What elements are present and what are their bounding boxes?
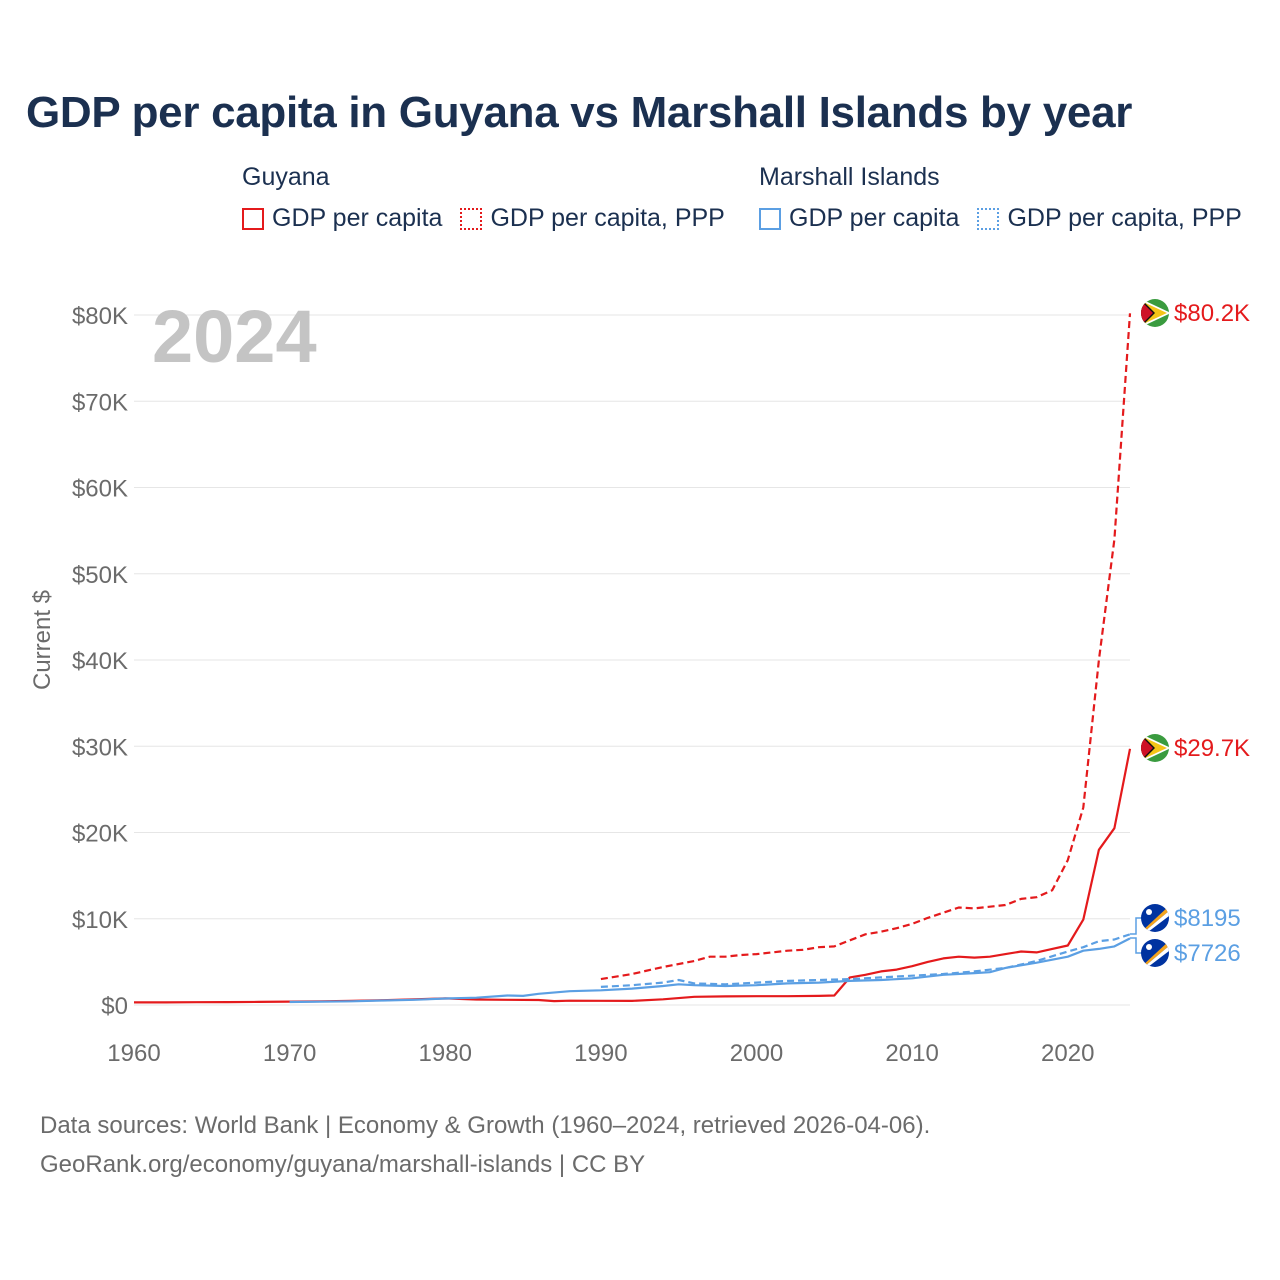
guyana-flag-icon [1141,299,1169,327]
grid [134,314,1130,1006]
series-line-2 [289,937,1131,1004]
y-axis-ticks: $0 $10K $20K $30K $40K $50K $60K $70K $80K [72,303,128,1020]
footer: Data sources: World Bank | Economy & Gro… [40,1106,930,1184]
series-line-1 [600,313,1132,981]
legend-label: GDP per capita, PPP [1007,204,1242,232]
series-line-0 [134,748,1132,1004]
x-tick-label: 1970 [263,1040,316,1067]
x-tick-label: 1960 [107,1040,160,1067]
x-tick-label: 1990 [574,1040,627,1067]
marshall-islands-flag-icon [1141,939,1169,967]
legend-item-marshall-gdp-ppp[interactable]: GDP per capita, PPP [977,204,1242,233]
legend-item-guyana-gdp-ppp[interactable]: GDP per capita, PPP [460,204,725,233]
legend-swatch [242,207,264,230]
chart-title: GDP per capita in Guyana vs Marshall Isl… [26,88,1133,137]
x-tick-label: 2000 [730,1040,783,1067]
footer-attribution: GeoRank.org/economy/guyana/marshall-isla… [40,1151,646,1178]
y-tick-label: $0 [101,993,128,1020]
legend-group-title: Marshall Islands [759,163,940,191]
legend-swatch [977,207,1000,230]
y-tick-label: $10K [72,907,128,934]
legend-swatch [460,207,483,230]
legend-item-guyana-gdp[interactable]: GDP per capita [242,204,442,233]
legend-label: GDP per capita [272,204,443,232]
x-tick-label: 2020 [1041,1040,1094,1067]
legend-item-marshall-gdp[interactable]: GDP per capita [759,204,959,233]
y-tick-label: $80K [72,303,128,330]
legend-label: GDP per capita [789,204,960,232]
series-lines [134,313,1132,1004]
x-tick-label: 2010 [885,1040,938,1067]
end-label-guyana-ppp: $80.2K [1174,300,1250,327]
y-tick-label: $50K [72,562,128,589]
y-tick-label: $70K [72,389,128,416]
legend-group-title: Guyana [242,163,330,191]
y-axis-label: Current $ [29,590,56,690]
year-overlay: 2024 [152,295,317,378]
y-tick-label: $60K [72,476,128,503]
marshall-islands-flag-icon [1141,904,1169,932]
end-label-marshall-gdp: $7726 [1174,940,1241,967]
x-axis-ticks: 1960 1970 1980 1990 2000 2010 2020 [107,1040,1094,1067]
guyana-flag-icon [1141,734,1169,762]
end-label-guyana-gdp: $29.7K [1174,735,1250,762]
legend-group-guyana: Guyana GDP per capita GDP per capita, PP… [242,160,743,233]
x-tick-label: 1980 [419,1040,472,1067]
legend-group-marshall-islands: Marshall Islands GDP per capita GDP per … [759,160,1260,233]
label-connectors [1130,917,1142,954]
series-line-3 [600,933,1131,988]
legend-label: GDP per capita, PPP [490,204,725,232]
y-tick-label: $40K [72,648,128,675]
footer-sources: Data sources: World Bank | Economy & Gro… [40,1112,931,1139]
connector-marshall-gdp [1130,937,1142,954]
connector-marshall-ppp [1130,917,1142,935]
y-tick-label: $30K [72,734,128,761]
legend-swatch [759,207,781,230]
end-label-marshall-ppp: $8195 [1174,905,1241,932]
y-tick-label: $20K [72,821,128,848]
